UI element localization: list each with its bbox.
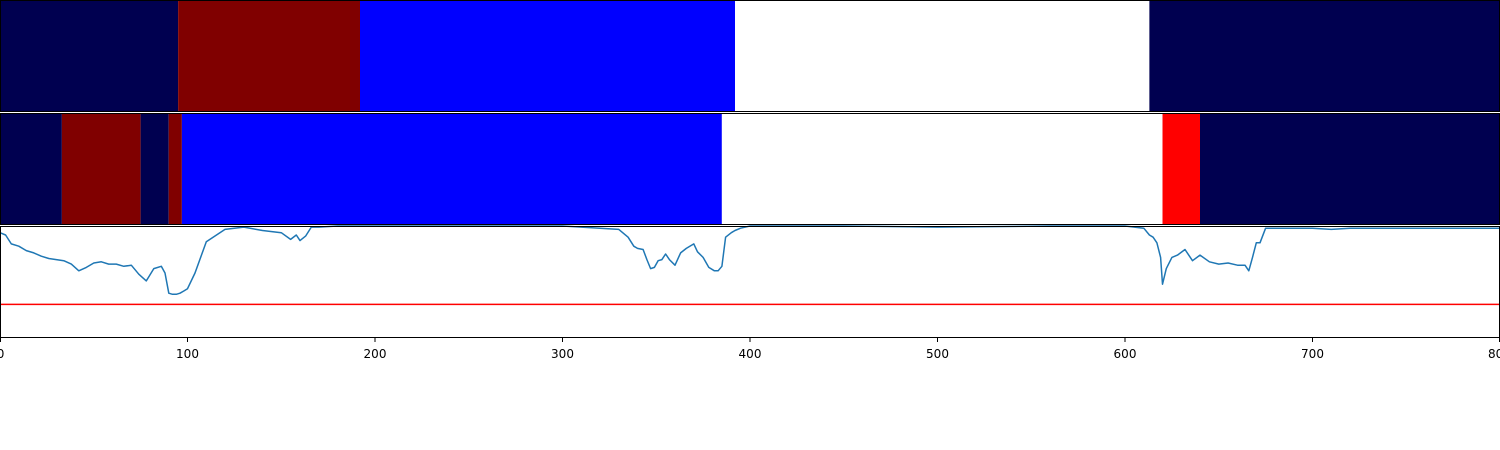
- x-tick-label: 500: [926, 347, 949, 361]
- segment-2-3: [140, 113, 169, 225]
- x-axis: 0 100 200 300 400 500 600 700 800: [0, 338, 1500, 361]
- segment-2-7: [1162, 113, 1200, 225]
- x-tick-label: 800: [1488, 347, 1500, 361]
- x-tick-label: 300: [551, 347, 574, 361]
- segment-bar-1: [0, 0, 1500, 112]
- segment-2-5: [181, 113, 722, 225]
- x-tick-label: 100: [176, 347, 199, 361]
- x-tick-label: 700: [1301, 347, 1324, 361]
- line-frame: [0, 226, 1500, 338]
- x-tick-label: 600: [1114, 347, 1137, 361]
- segment-2-8: [1200, 113, 1500, 225]
- series-line: [0, 225, 1500, 296]
- line-panel: [0, 225, 1500, 338]
- segment-1-1: [0, 0, 179, 112]
- segment-1-4: [735, 0, 1150, 112]
- segment-2-2: [61, 113, 141, 225]
- segment-2-4: [168, 113, 182, 225]
- x-tick-label: 200: [364, 347, 387, 361]
- x-tick-label: 400: [739, 347, 762, 361]
- segment-2-1: [0, 113, 62, 225]
- x-tick-label: 0: [0, 347, 4, 361]
- segment-1-5: [1149, 0, 1500, 112]
- segment-2-6: [721, 113, 1163, 225]
- segment-bar-2: [0, 113, 1500, 225]
- segment-1-3: [360, 0, 735, 112]
- segment-1-2: [178, 0, 360, 112]
